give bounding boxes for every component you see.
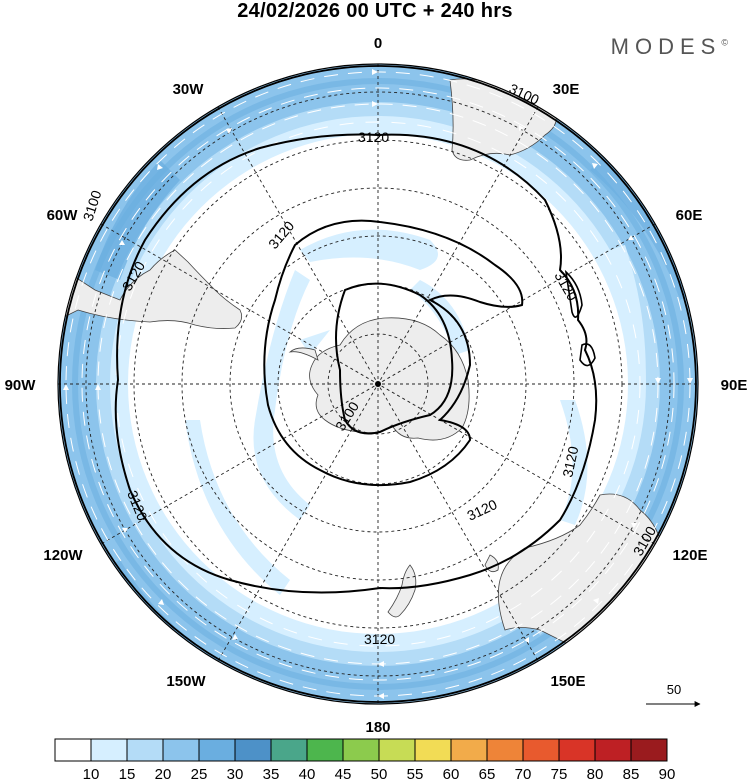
colorbar-tick-label: 20 — [155, 766, 172, 782]
contour-3100-outer — [59, 65, 697, 703]
colorbar-tick-label: 40 — [299, 766, 316, 782]
lon-label-150e: 150E — [550, 673, 585, 690]
colorbar-swatch — [450, 738, 488, 762]
contour-label: 3100 — [80, 188, 105, 223]
brand-text: MODES — [610, 34, 722, 59]
lon-label-150w: 150W — [166, 673, 206, 690]
colorbar-tick-label: 75 — [551, 766, 568, 782]
reference-vector: 50 — [646, 682, 701, 707]
contour-3120-inner — [263, 219, 524, 487]
lon-label-60e: 60E — [676, 207, 703, 224]
colorbar-swatch — [378, 738, 416, 762]
colorbar-swatch — [342, 738, 380, 762]
colorbar-swatch — [414, 738, 452, 762]
contour-label: 3120 — [358, 129, 389, 145]
colorbar-tick-label: 45 — [335, 766, 352, 782]
contour-3100-inner — [335, 282, 454, 435]
colorbar-tick-label: 80 — [587, 766, 604, 782]
lon-label-90e: 90E — [721, 377, 748, 394]
colorbar-swatch — [54, 738, 92, 762]
colorbar-swatch — [594, 738, 632, 762]
colorbar-swatch — [90, 738, 128, 762]
colorbar-tick-label: 60 — [443, 766, 460, 782]
longitude-labels: 0 30E 60E 90E 120E 150E 180 150W 120W 90… — [5, 35, 748, 736]
map-title: 24/02/2026 00 UTC + 240 hrs — [237, 0, 513, 22]
colorbar-swatch — [198, 738, 236, 762]
antarctica-land — [309, 317, 470, 441]
lon-label-0: 0 — [374, 35, 382, 52]
brand-mark: © — [721, 37, 728, 48]
lon-label-60w: 60W — [47, 207, 79, 224]
south-pole-marker — [375, 381, 381, 387]
colorbar-swatch — [234, 738, 272, 762]
colorbar-swatch — [486, 738, 524, 762]
colorbar-swatch — [270, 738, 308, 762]
reference-vector-label: 50 — [667, 682, 681, 697]
height-contours — [59, 65, 697, 703]
colorbar-tick-label: 85 — [623, 766, 640, 782]
lon-label-30e: 30E — [553, 81, 580, 98]
colorbar-swatch — [558, 738, 596, 762]
colorbar-tick-label: 10 — [83, 766, 100, 782]
wind-arrowheads — [63, 69, 693, 699]
colorbar-tick-label: 70 — [515, 766, 532, 782]
lon-label-180: 180 — [365, 719, 390, 736]
lon-label-120e: 120E — [672, 547, 707, 564]
colorbar-tick-label: 90 — [659, 766, 676, 782]
colorbar-swatch — [306, 738, 344, 762]
colorbar-swatch — [162, 738, 200, 762]
south-america-land — [58, 249, 243, 329]
colorbar-tick-label: 50 — [371, 766, 388, 782]
colorbar-tick-label: 15 — [119, 766, 136, 782]
colorbar-tick-label: 35 — [263, 766, 280, 782]
colorbar: 10 15 20 25 30 35 40 45 50 55 60 65 70 75 80 85 90 — [54, 738, 676, 782]
colorbar-tick-label: 25 — [191, 766, 208, 782]
contour-label: 3120 — [559, 445, 581, 479]
globe-outline — [57, 63, 699, 705]
colorbar-tick-label: 55 — [407, 766, 424, 782]
lon-label-120w: 120W — [43, 547, 83, 564]
colorbar-tick-label: 65 — [479, 766, 496, 782]
contour-3120-outer — [114, 133, 598, 594]
colorbar-swatch — [630, 738, 668, 762]
colorbar-tick-label: 30 — [227, 766, 244, 782]
colorbar-swatch — [522, 738, 560, 762]
contour-label: 3120 — [364, 631, 395, 647]
colorbar-swatch — [126, 738, 164, 762]
lon-label-90w: 90W — [5, 377, 37, 394]
modes-logo: MODES© — [611, 34, 728, 60]
lon-label-30w: 30W — [173, 81, 205, 98]
